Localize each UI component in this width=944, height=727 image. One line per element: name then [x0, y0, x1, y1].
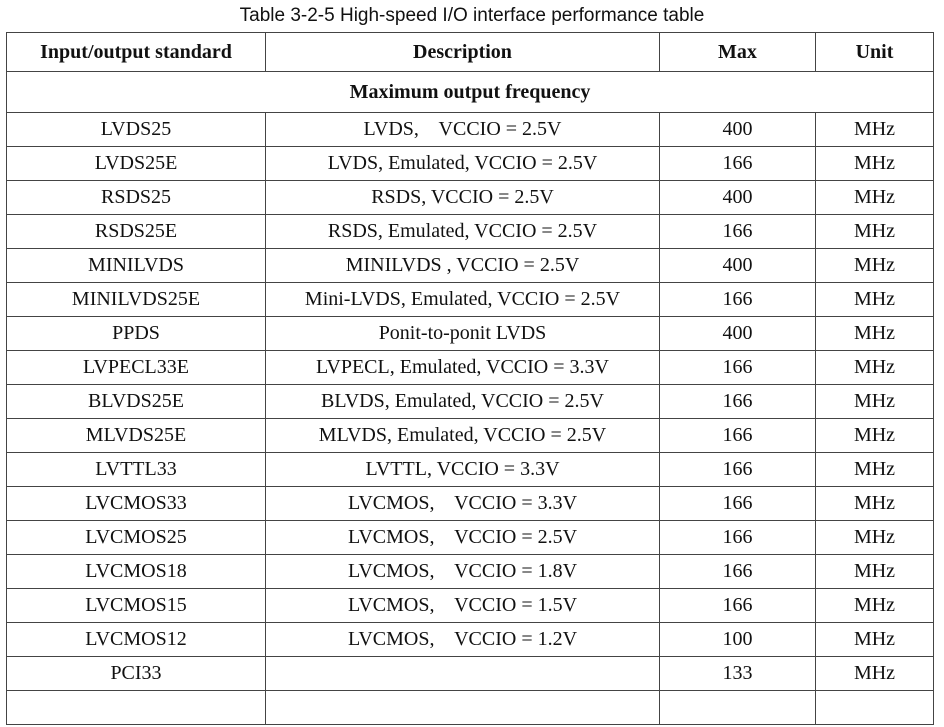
cell-unit: MHz [815, 180, 934, 215]
cell-description: Ponit-to-ponit LVDS [265, 316, 660, 351]
cell-standard: MINILVDS [6, 248, 266, 283]
cell-unit: MHz [815, 554, 934, 589]
cell-description: LVPECL, Emulated, VCCIO = 3.3V [265, 350, 660, 385]
table-row: RSDS25E RSDS, Emulated, VCCIO = 2.5V 166 MH… [6, 214, 934, 249]
header-unit: Unit [815, 32, 934, 72]
table-row: LVCMOS18 LVCMOS, VCCIO = 1.8V 166 MHz [6, 554, 934, 589]
cell-max: 400 [659, 112, 816, 147]
cell-standard [6, 690, 266, 725]
cell-description [265, 656, 660, 691]
cell-unit: MHz [815, 214, 934, 249]
cell-unit: MHz [815, 248, 934, 283]
table-row: LVDS25E LVDS, Emulated, VCCIO = 2.5V 166 MH… [6, 146, 934, 181]
section-row: Maximum output frequency [6, 71, 934, 113]
table-row: LVCMOS12 LVCMOS, VCCIO = 1.2V 100 MHz [6, 622, 934, 657]
table-row: LVCMOS25 LVCMOS, VCCIO = 2.5V 166 MHz [6, 520, 934, 555]
header-standard: Input/output standard [6, 32, 266, 72]
table-row: LVDS25 LVDS, VCCIO = 2.5V 400 MHz [6, 112, 934, 147]
table-row: PCI33 133 MHz [6, 656, 934, 691]
cell-description: BLVDS, Emulated, VCCIO = 2.5V [265, 384, 660, 419]
cell-unit: MHz [815, 350, 934, 385]
table-row: BLVDS25E BLVDS, Emulated, VCCIO = 2.5V 166… [6, 384, 934, 419]
table-caption: Table 3-2-5 High-speed I/O interface per… [239, 5, 705, 26]
cell-unit: MHz [815, 418, 934, 453]
cell-unit: MHz [815, 486, 934, 521]
cell-unit: MHz [815, 112, 934, 147]
header-max: Max [659, 32, 816, 72]
cell-max: 100 [659, 622, 816, 657]
table-row: MINILVDS MINILVDS , VCCIO = 2.5V 400 MHz [6, 248, 934, 283]
cell-unit: MHz [815, 146, 934, 181]
cell-max: 166 [659, 486, 816, 521]
cell-standard: LVDS25E [6, 146, 266, 181]
cell-description: RSDS, VCCIO = 2.5V [265, 180, 660, 215]
cell-max: 166 [659, 520, 816, 555]
cell-unit [815, 690, 934, 725]
cell-max: 166 [659, 452, 816, 487]
cell-standard: RSDS25 [6, 180, 266, 215]
cell-standard: PPDS [6, 316, 266, 351]
cell-unit: MHz [815, 316, 934, 351]
table-row: LVCMOS33 LVCMOS, VCCIO = 3.3V 166 MHz [6, 486, 934, 521]
cell-max: 166 [659, 146, 816, 181]
cell-description: MINILVDS , VCCIO = 2.5V [265, 248, 660, 283]
cell-max: 166 [659, 554, 816, 589]
cell-standard: RSDS25E [6, 214, 266, 249]
table-row: LVCMOS15 LVCMOS, VCCIO = 1.5V 166 MHz [6, 588, 934, 623]
cell-standard: LVCMOS33 [6, 486, 266, 521]
table-row: MLVDS25E MLVDS, Emulated, VCCIO = 2.5V 166… [6, 418, 934, 453]
cell-max: 400 [659, 180, 816, 215]
cell-max: 400 [659, 248, 816, 283]
cell-max: 166 [659, 418, 816, 453]
cell-standard: LVCMOS25 [6, 520, 266, 555]
cell-max: 166 [659, 214, 816, 249]
table-row: LVTTL33 LVTTL, VCCIO = 3.3V 166 MHz [6, 452, 934, 487]
cell-description: LVDS, VCCIO = 2.5V [265, 112, 660, 147]
cell-max [659, 690, 816, 725]
header-row: Input/output standard Description Max Un… [6, 32, 934, 72]
cell-description: RSDS, Emulated, VCCIO = 2.5V [265, 214, 660, 249]
cell-standard: LVCMOS12 [6, 622, 266, 657]
table-row: LVPECL33E LVPECL, Emulated, VCCIO = 3.3V 1… [6, 350, 934, 385]
cell-standard: BLVDS25E [6, 384, 266, 419]
cell-description: MLVDS, Emulated, VCCIO = 2.5V [265, 418, 660, 453]
cell-standard: LVDS25 [6, 112, 266, 147]
performance-table: Input/output standard Description Max Un… [6, 32, 934, 725]
cell-description: LVCMOS, VCCIO = 2.5V [265, 520, 660, 555]
table-row [6, 690, 934, 725]
cell-unit: MHz [815, 520, 934, 555]
cell-max: 400 [659, 316, 816, 351]
cell-description: LVDS, Emulated, VCCIO = 2.5V [265, 146, 660, 181]
cell-description: LVCMOS, VCCIO = 1.5V [265, 588, 660, 623]
table-row: MINILVDS25E Mini-LVDS, Emulated, VCCIO = … [6, 282, 934, 317]
section-title: Maximum output frequency [6, 71, 934, 113]
cell-max: 166 [659, 350, 816, 385]
cell-standard: LVCMOS18 [6, 554, 266, 589]
header-description: Description [265, 32, 660, 72]
cell-unit: MHz [815, 588, 934, 623]
cell-max: 166 [659, 282, 816, 317]
cell-standard: LVPECL33E [6, 350, 266, 385]
cell-standard: PCI33 [6, 656, 266, 691]
cell-description: LVCMOS, VCCIO = 1.2V [265, 622, 660, 657]
cell-unit: MHz [815, 452, 934, 487]
cell-max: 166 [659, 384, 816, 419]
cell-standard: LVTTL33 [6, 452, 266, 487]
cell-unit: MHz [815, 622, 934, 657]
cell-unit: MHz [815, 282, 934, 317]
cell-description [265, 690, 660, 725]
cell-description: LVTTL, VCCIO = 3.3V [265, 452, 660, 487]
cell-standard: LVCMOS15 [6, 588, 266, 623]
cell-unit: MHz [815, 656, 934, 691]
cell-max: 166 [659, 588, 816, 623]
cell-max: 133 [659, 656, 816, 691]
cell-description: LVCMOS, VCCIO = 1.8V [265, 554, 660, 589]
cell-standard: MLVDS25E [6, 418, 266, 453]
table-row: RSDS25 RSDS, VCCIO = 2.5V 400 MHz [6, 180, 934, 215]
cell-description: LVCMOS, VCCIO = 3.3V [265, 486, 660, 521]
cell-unit: MHz [815, 384, 934, 419]
table-row: PPDS Ponit-to-ponit LVDS 400 MHz [6, 316, 934, 351]
cell-description: Mini-LVDS, Emulated, VCCIO = 2.5V [265, 282, 660, 317]
cell-standard: MINILVDS25E [6, 282, 266, 317]
